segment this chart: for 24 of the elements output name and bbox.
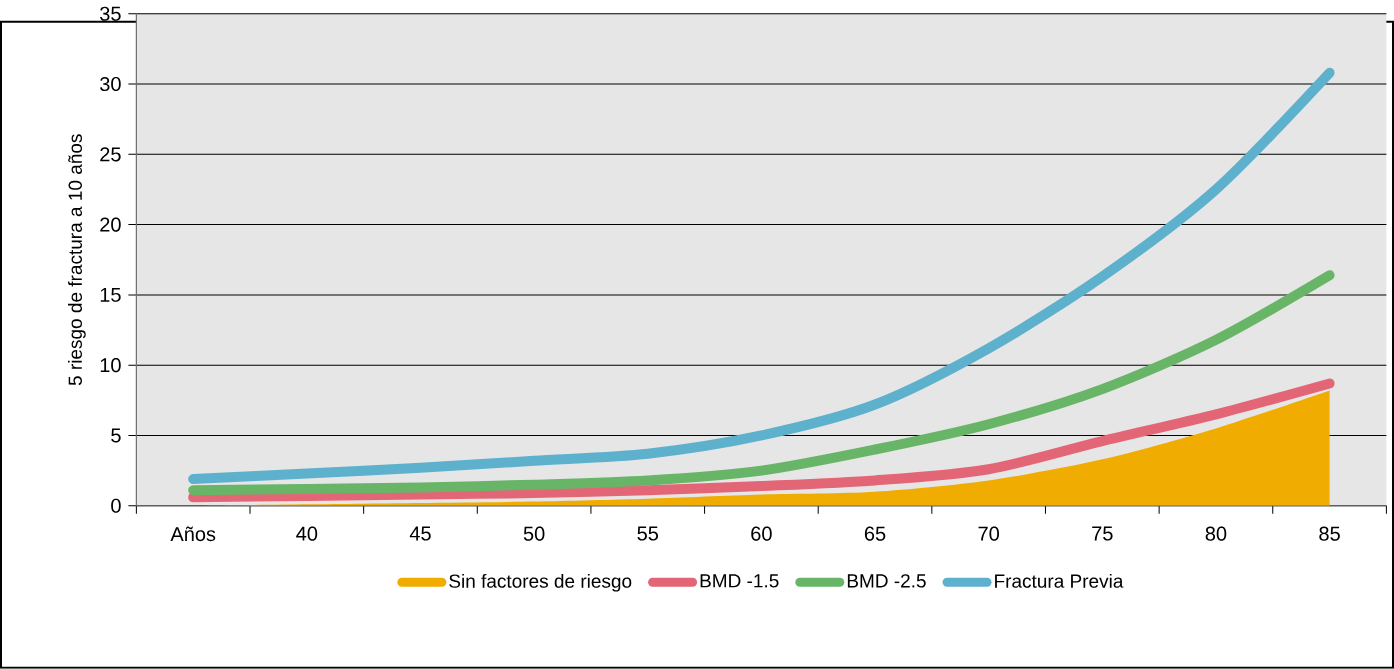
y-tick-label: 20 xyxy=(100,217,121,232)
x-tick-label: 50 xyxy=(523,526,545,541)
x-tick-label: 45 xyxy=(409,526,431,541)
x-tick-label: 85 xyxy=(1319,526,1340,541)
x-tick-label: 55 xyxy=(637,526,659,541)
y-tick-label: 30 xyxy=(100,77,121,92)
x-tick-label: 60 xyxy=(751,526,772,541)
legend-label: BMD -1.5 xyxy=(700,574,779,588)
x-tick-label: Años xyxy=(170,526,216,542)
y-tick-label: 10 xyxy=(100,358,121,373)
x-tick-label: 65 xyxy=(864,526,886,541)
y-tick-label: 25 xyxy=(100,147,121,162)
legend-label: BMD -2.5 xyxy=(847,574,926,588)
legend-label: Sin factores de riesgo xyxy=(449,573,632,592)
legend-label: Fractura Previa xyxy=(995,573,1124,588)
x-tick-label: 75 xyxy=(1092,526,1113,541)
y-tick-label: 0 xyxy=(111,498,121,513)
y-tick-label: 15 xyxy=(100,288,121,302)
x-tick-label: 40 xyxy=(296,526,318,541)
y-axis-title: 5 riesgo de fractura a 10 años xyxy=(68,134,86,386)
x-tick-label: 70 xyxy=(978,526,999,541)
y-tick-label: 35 xyxy=(100,6,121,21)
x-tick-label: 80 xyxy=(1205,526,1227,541)
y-tick-label: 5 xyxy=(111,428,121,443)
